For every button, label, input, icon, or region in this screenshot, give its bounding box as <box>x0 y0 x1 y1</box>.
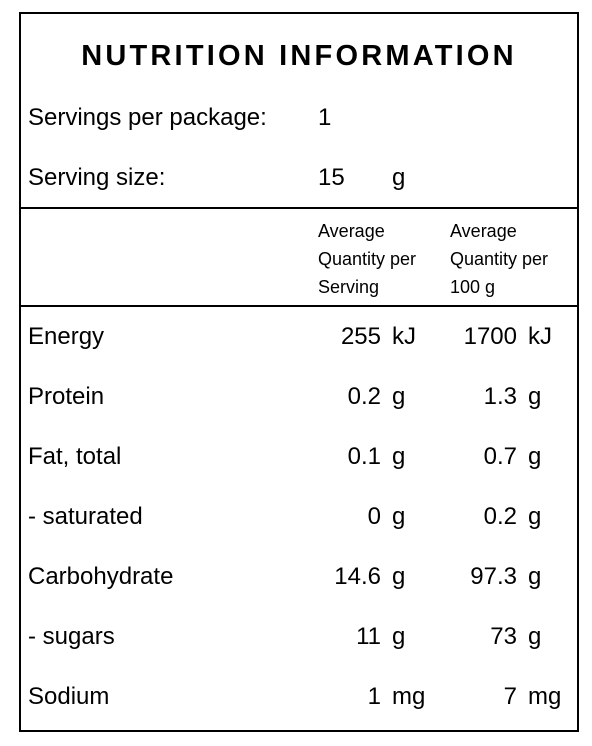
per-100g-value: 0.2 <box>483 503 517 530</box>
per-serving-unit: g <box>392 443 406 470</box>
nutrient-name: Protein <box>28 383 105 410</box>
nutrient-name: - sugars <box>28 623 115 650</box>
per-100g-unit: kJ <box>528 323 552 350</box>
per-serving-value: 11 <box>356 623 381 650</box>
per-100g-value: 97.3 <box>470 563 517 590</box>
label: Servings per package: <box>28 104 267 131</box>
per-100g-unit: g <box>528 563 542 590</box>
per-100g-unit: g <box>528 383 542 410</box>
per-serving-unit: mg <box>392 683 426 710</box>
per-100g-unit: mg <box>528 683 562 710</box>
per-serving-unit: g <box>392 563 406 590</box>
per-100g-unit: g <box>528 503 542 530</box>
column-header: Average Quantity per Serving <box>318 221 417 297</box>
per-100g-value: 0.7 <box>483 443 517 470</box>
per-serving-value: 0.2 <box>347 383 381 410</box>
per-serving-value: 0.1 <box>347 443 381 470</box>
unit: g <box>392 164 406 191</box>
label: Serving size: <box>28 164 166 191</box>
per-serving-value: 14.6 <box>334 563 381 590</box>
per-serving-unit: g <box>392 383 406 410</box>
per-serving-unit: kJ <box>392 323 416 350</box>
nutrient-name: Sodium <box>28 683 110 710</box>
per-serving-value: 1 <box>367 683 381 710</box>
per-100g-value: 1700 <box>463 323 517 350</box>
value: 1 <box>318 104 332 131</box>
per-100g-value: 73 <box>490 623 517 650</box>
per-serving-value: 255 <box>340 323 381 350</box>
per-serving-value: 0 <box>367 503 381 530</box>
per-100g-unit: g <box>528 443 542 470</box>
nutrient-name: Fat, total <box>28 443 122 470</box>
divider <box>19 207 579 209</box>
per-100g-value: 7 <box>503 683 517 710</box>
divider <box>19 305 579 307</box>
title: NUTRITION INFORMATION <box>81 40 517 72</box>
panel-border <box>19 12 579 732</box>
value: 15 <box>318 164 345 191</box>
per-100g-unit: g <box>528 623 542 650</box>
per-serving-unit: g <box>392 623 406 650</box>
per-100g-value: 1.3 <box>483 383 517 410</box>
nutrient-name: - saturated <box>28 503 143 530</box>
nutrient-name: Carbohydrate <box>28 563 174 590</box>
nutrient-name: Energy <box>28 323 105 350</box>
column-header: Average Quantity per 100 g <box>450 221 549 297</box>
per-serving-unit: g <box>392 503 406 530</box>
